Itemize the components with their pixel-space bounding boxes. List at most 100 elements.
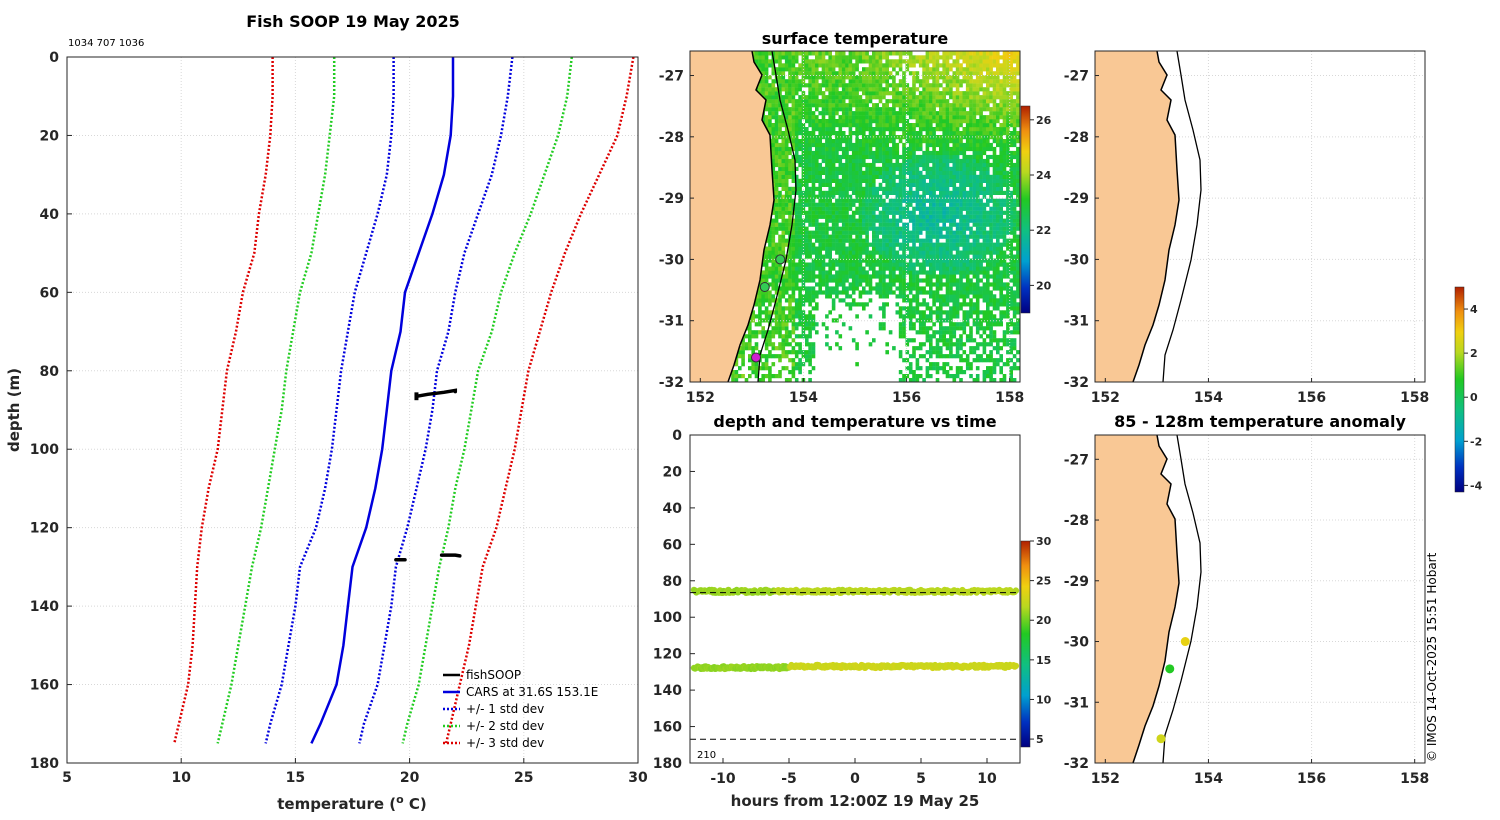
sst-pixel bbox=[915, 142, 920, 148]
sst-pixel bbox=[801, 131, 806, 136]
profile-y-tick-label: 80 bbox=[40, 364, 60, 380]
sst-pixel bbox=[975, 354, 980, 359]
sst-pixel bbox=[965, 79, 970, 84]
sst-pixel bbox=[939, 178, 943, 183]
sst-pixel bbox=[949, 83, 953, 88]
sst-pixel bbox=[949, 298, 953, 303]
sst-pixel bbox=[908, 142, 913, 148]
sst-pixel bbox=[778, 330, 782, 335]
sst-pixel bbox=[771, 318, 776, 323]
sst-pixel bbox=[801, 234, 806, 239]
sst-pixel bbox=[818, 266, 822, 271]
sst-pixel bbox=[905, 238, 910, 243]
sst-pixel bbox=[791, 198, 796, 203]
sst-pixel bbox=[915, 362, 920, 367]
sst-pixel bbox=[855, 75, 859, 80]
sst-pixel bbox=[768, 354, 772, 359]
sst-pixel bbox=[979, 111, 983, 116]
sst-pixel bbox=[908, 135, 913, 140]
sst-pixel bbox=[868, 154, 873, 160]
sst-pixel bbox=[875, 286, 879, 291]
sst-pixel bbox=[764, 346, 769, 351]
sst-pixel bbox=[925, 146, 930, 152]
sst-pixel bbox=[939, 286, 943, 291]
sst-pixel bbox=[942, 127, 946, 132]
sst-pixel bbox=[855, 278, 859, 283]
sst-pixel bbox=[959, 67, 963, 72]
sst-pixel bbox=[918, 222, 923, 227]
sst-pixel bbox=[855, 190, 859, 195]
sst-pixel bbox=[945, 139, 950, 144]
sst-pixel bbox=[788, 115, 792, 120]
sst-pixel bbox=[895, 238, 900, 243]
sst-pixel bbox=[965, 63, 970, 68]
sst-pixel bbox=[845, 214, 849, 219]
sst-pixel bbox=[764, 83, 769, 88]
sst-pixel bbox=[878, 294, 883, 299]
sst-pixel bbox=[848, 274, 853, 279]
sst-pixel bbox=[965, 218, 970, 223]
sst-pixel bbox=[848, 234, 853, 239]
sst-pixel bbox=[969, 99, 973, 104]
sst-pixel bbox=[778, 146, 782, 152]
profile-x-tick-label: 25 bbox=[514, 770, 533, 786]
sst-pixel bbox=[972, 222, 977, 227]
sst-pixel bbox=[835, 55, 839, 60]
sst-pixel bbox=[878, 326, 883, 331]
sst-pixel bbox=[828, 135, 832, 140]
sst-pixel bbox=[915, 270, 920, 275]
sst-pixel bbox=[929, 286, 933, 291]
sst-pixel bbox=[815, 170, 819, 175]
sst-pixel bbox=[965, 190, 970, 195]
sst-pixel bbox=[882, 63, 886, 68]
sst-pixel bbox=[798, 290, 802, 295]
sst-pixel bbox=[915, 202, 920, 207]
sst-pixel bbox=[959, 131, 963, 136]
sst-pixel bbox=[955, 342, 960, 347]
sst-pixel bbox=[798, 262, 802, 267]
sst-pixel bbox=[942, 174, 946, 179]
sst-pixel bbox=[939, 146, 943, 152]
sst-pixel bbox=[979, 63, 983, 68]
sst-pixel bbox=[771, 342, 776, 347]
sst-pixel bbox=[935, 103, 940, 108]
sst-pixel bbox=[915, 290, 920, 295]
sst-pixel bbox=[821, 262, 826, 267]
sst-pixel bbox=[815, 330, 819, 335]
sst-pixel bbox=[972, 174, 977, 179]
sst-pixel bbox=[808, 278, 812, 283]
sst-pixel bbox=[838, 95, 843, 100]
sst-pixel bbox=[905, 374, 910, 379]
sst-pixel bbox=[955, 67, 960, 72]
sst-pixel bbox=[915, 278, 920, 283]
sst-pixel bbox=[929, 119, 933, 124]
sst-pixel bbox=[945, 59, 950, 64]
sst-pixel bbox=[788, 186, 792, 191]
sst-pixel bbox=[828, 87, 832, 92]
sst-pixel bbox=[969, 206, 973, 211]
sst-pixel bbox=[781, 234, 786, 239]
sst-pixel bbox=[939, 115, 943, 120]
sst-pixel bbox=[811, 234, 816, 239]
sst-pixel bbox=[882, 150, 886, 156]
sst-pixel bbox=[942, 254, 946, 259]
sst-pixel bbox=[828, 63, 832, 68]
sst-pixel bbox=[898, 182, 903, 187]
sst-pixel bbox=[784, 366, 789, 371]
sst-pixel bbox=[818, 75, 822, 80]
sst-pixel bbox=[908, 170, 913, 175]
sst-pixel bbox=[774, 51, 779, 56]
sst-pixel bbox=[892, 178, 896, 183]
sst-pixel bbox=[821, 282, 826, 287]
sst-pixel bbox=[764, 103, 769, 108]
sst-pixel bbox=[845, 286, 849, 291]
sst-pixel bbox=[855, 286, 859, 291]
sst-pixel bbox=[774, 194, 779, 199]
sst-pixel bbox=[918, 182, 923, 187]
sst-pixel bbox=[805, 230, 809, 235]
sst-pixel bbox=[865, 123, 869, 128]
sst-pixel bbox=[748, 374, 752, 379]
sst-pixel bbox=[764, 306, 769, 311]
sst-pixel bbox=[959, 170, 963, 175]
sst-pixel bbox=[902, 254, 906, 259]
